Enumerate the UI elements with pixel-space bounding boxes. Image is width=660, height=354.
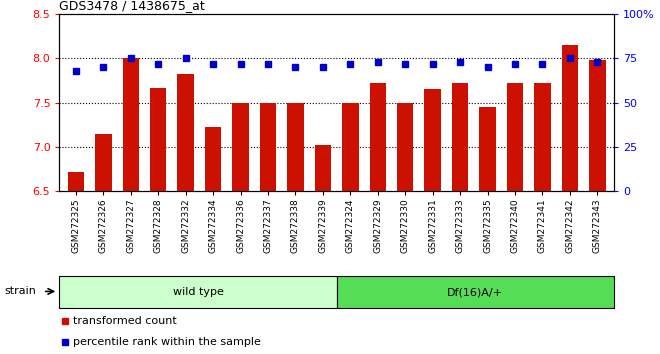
Bar [59, 276, 337, 308]
Bar [232, 103, 249, 191]
Bar [205, 127, 221, 191]
Bar [342, 103, 358, 191]
Bar [424, 89, 441, 191]
Text: percentile rank within the sample: percentile rank within the sample [73, 337, 261, 348]
Bar [479, 107, 496, 191]
Bar [370, 83, 386, 191]
Bar [589, 60, 606, 191]
Bar [397, 103, 413, 191]
Bar [507, 83, 523, 191]
Text: transformed count: transformed count [73, 316, 177, 326]
Bar [67, 172, 84, 191]
Bar [562, 45, 578, 191]
Bar [178, 74, 194, 191]
Bar [534, 83, 550, 191]
Text: wild type: wild type [172, 287, 224, 297]
Bar [315, 145, 331, 191]
Bar [150, 88, 166, 191]
Bar [260, 103, 277, 191]
Text: Df(16)A/+: Df(16)A/+ [447, 287, 503, 297]
Bar [123, 58, 139, 191]
Bar [95, 133, 112, 191]
Bar [452, 83, 469, 191]
Text: GDS3478 / 1438675_at: GDS3478 / 1438675_at [59, 0, 205, 12]
Text: strain: strain [5, 286, 36, 296]
Bar [337, 276, 614, 308]
Bar [287, 103, 304, 191]
